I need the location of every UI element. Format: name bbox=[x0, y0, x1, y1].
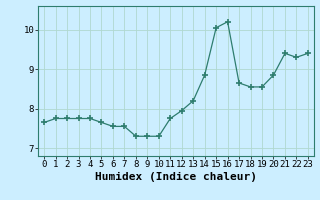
X-axis label: Humidex (Indice chaleur): Humidex (Indice chaleur) bbox=[95, 172, 257, 182]
